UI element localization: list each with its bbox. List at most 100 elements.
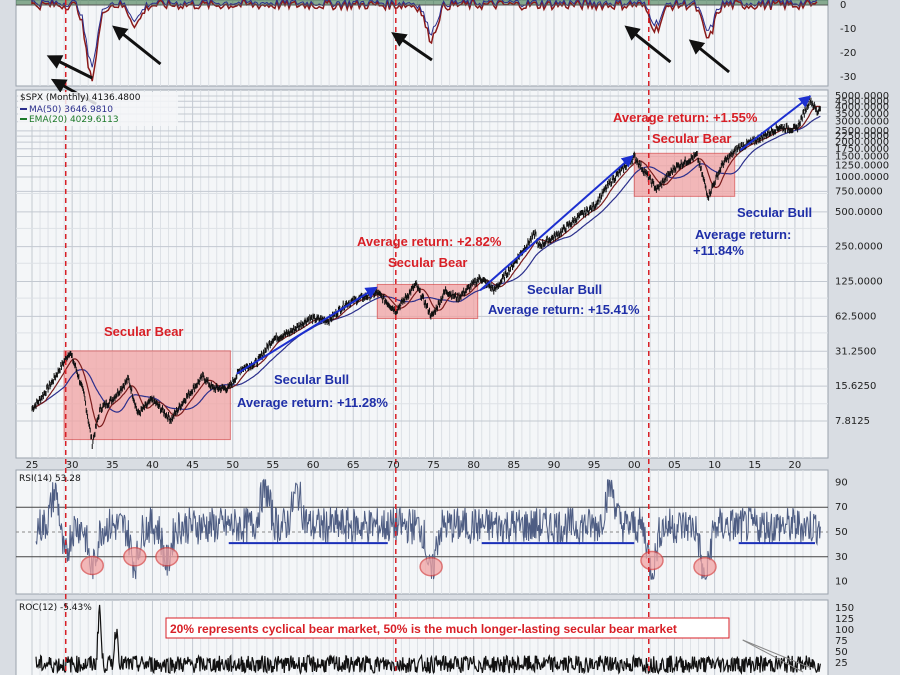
x-tick-label: 70 [387,460,400,471]
bear-return-2: Average return: +2.82% [357,234,502,249]
price-tick-label: 31.2500 [835,346,876,357]
pointer-arrow [688,39,731,74]
rsi-oversold-circle [640,550,664,571]
price-tick-label: 5000.0000 [835,91,889,102]
price-tick-label: 7.8125 [835,416,870,427]
rsi-tick-label: 70 [835,502,848,513]
bear-label-3: Secular Bear [652,131,732,146]
price-tick-label: 2500.0000 [835,126,889,137]
price-tick-label: 4500.0000 [835,96,889,107]
legend-spx: $SPX (Monthly) 4136.4800 [20,93,141,103]
rsi-oversold-circle [80,555,104,576]
x-tick-label: 00 [628,460,641,471]
x-tick-label: 55 [267,460,280,471]
rsi-label: RSI(14) 53.28 [19,474,81,484]
x-tick-label: 40 [146,460,159,471]
price-tick-label: 2000.0000 [835,137,889,148]
x-tick-label: 90 [548,460,561,471]
top-osc-line [31,0,818,82]
price-legend: $SPX (Monthly) 4136.4800 MA(50) 3646.981… [18,92,178,126]
note-pointer [742,639,812,669]
roc-tick-label: 150 [835,603,854,614]
rsi-oversold-circle [419,556,443,577]
x-tick-label: 15 [748,460,761,471]
roc-tick-label: 50 [835,647,848,658]
x-tick-label: 10 [708,460,721,471]
x-tick-label: 35 [106,460,119,471]
bear-box [63,350,231,441]
price-tick-label: 3000.0000 [835,117,889,128]
price-tick-label: 15.6250 [835,381,876,392]
price-tick-label: 1000.0000 [835,172,889,183]
x-tick-label: 95 [588,460,601,471]
x-tick-label: 75 [427,460,440,471]
x-tick-label: 30 [66,460,79,471]
x-tick-label: 20 [789,460,802,471]
roc-note: 20% represents cyclical bear market, 50%… [165,617,730,639]
bull-label-2: Secular Bull [527,282,602,297]
price-tick-label: 250.0000 [835,242,883,253]
pointer-arrow [112,25,162,66]
legend-ema: EMA(20) 4029.6113 [29,115,119,125]
roc-tick-label: 125 [835,614,854,625]
rsi-series [16,478,828,580]
x-tick-label: 80 [467,460,480,471]
y-tick-labels: 5000.00004500.00004000.00003500.00003000… [835,0,889,669]
pointer-arrow [391,32,433,62]
rsi-tick-label: 90 [835,477,848,488]
roc-note-text: 20% represents cyclical bear market, 50%… [170,622,677,636]
roc-tick-label: 100 [835,625,854,636]
roc-label: ROC(12) -5.43% [19,603,92,613]
legend-ma: MA(50) 3646.9810 [29,105,113,115]
price-tick-label: 750.0000 [835,186,883,197]
roc-tick-label: 25 [835,658,848,669]
price-tick-label: 3500.0000 [835,109,889,120]
bull-label-3: Secular Bull [737,205,812,220]
x-tick-labels: 25 30 35 40 45 50 55 60 65 70 75 80 85 90 95 00 05 10 15 20 [26,460,802,471]
x-tick-label: 60 [307,460,320,471]
bull-return-3b: +11.84% [693,243,744,258]
top-fill [16,0,828,5]
x-tick-label: 05 [668,460,681,471]
x-tick-label: 65 [347,460,360,471]
rsi-oversold-circle [123,547,147,567]
bull-return-3: Average return: [695,227,791,242]
x-tick-label: 50 [226,460,239,471]
price-tick-label: 2250.0000 [835,131,889,142]
bull-return-2: Average return: +15.41% [488,302,640,317]
bull-arrow [236,286,378,375]
rsi-tick-label: 10 [835,577,848,588]
price-tick-label: 1250.0000 [835,161,889,172]
rsi-oversold-circle [155,547,179,567]
bull-return-1: Average return: +11.28% [237,395,388,410]
pointer-arrow [46,55,93,80]
x-tick-label: 45 [186,460,199,471]
bear-label-1: Secular Bear [104,324,184,339]
roc-line [35,604,821,675]
price-tick-label: 1750.0000 [835,144,889,155]
bear-return-3: Average return: +1.55% [613,110,758,125]
top-oscillator [16,0,828,82]
bull-arrow [739,95,812,152]
x-tick-label: 25 [26,460,39,471]
price-tick-label: 1500.0000 [835,152,889,163]
roc-tick-label: 75 [835,636,848,647]
annotations: Secular Bear Secular Bull Average return: … [104,110,812,410]
price-tick-label: 62.5000 [835,311,876,322]
roc-series [35,604,821,675]
price-tick-label: 500.0000 [835,207,883,218]
rsi-oversold-circle [693,556,717,577]
trend-arrows [46,25,812,375]
pointer-arrow [624,25,672,64]
top-tick-label: 0 [840,0,846,11]
rsi-tick-label: 30 [835,552,848,563]
price-tick-label: 125.0000 [835,277,883,288]
top-tick-label: -20 [840,48,856,59]
bear-label-2: Secular Bear [388,255,468,270]
top-tick-label: -10 [840,24,856,35]
top-osc-signal [31,0,818,68]
rsi-tick-label: 50 [835,527,848,538]
note-pointer [742,639,804,673]
